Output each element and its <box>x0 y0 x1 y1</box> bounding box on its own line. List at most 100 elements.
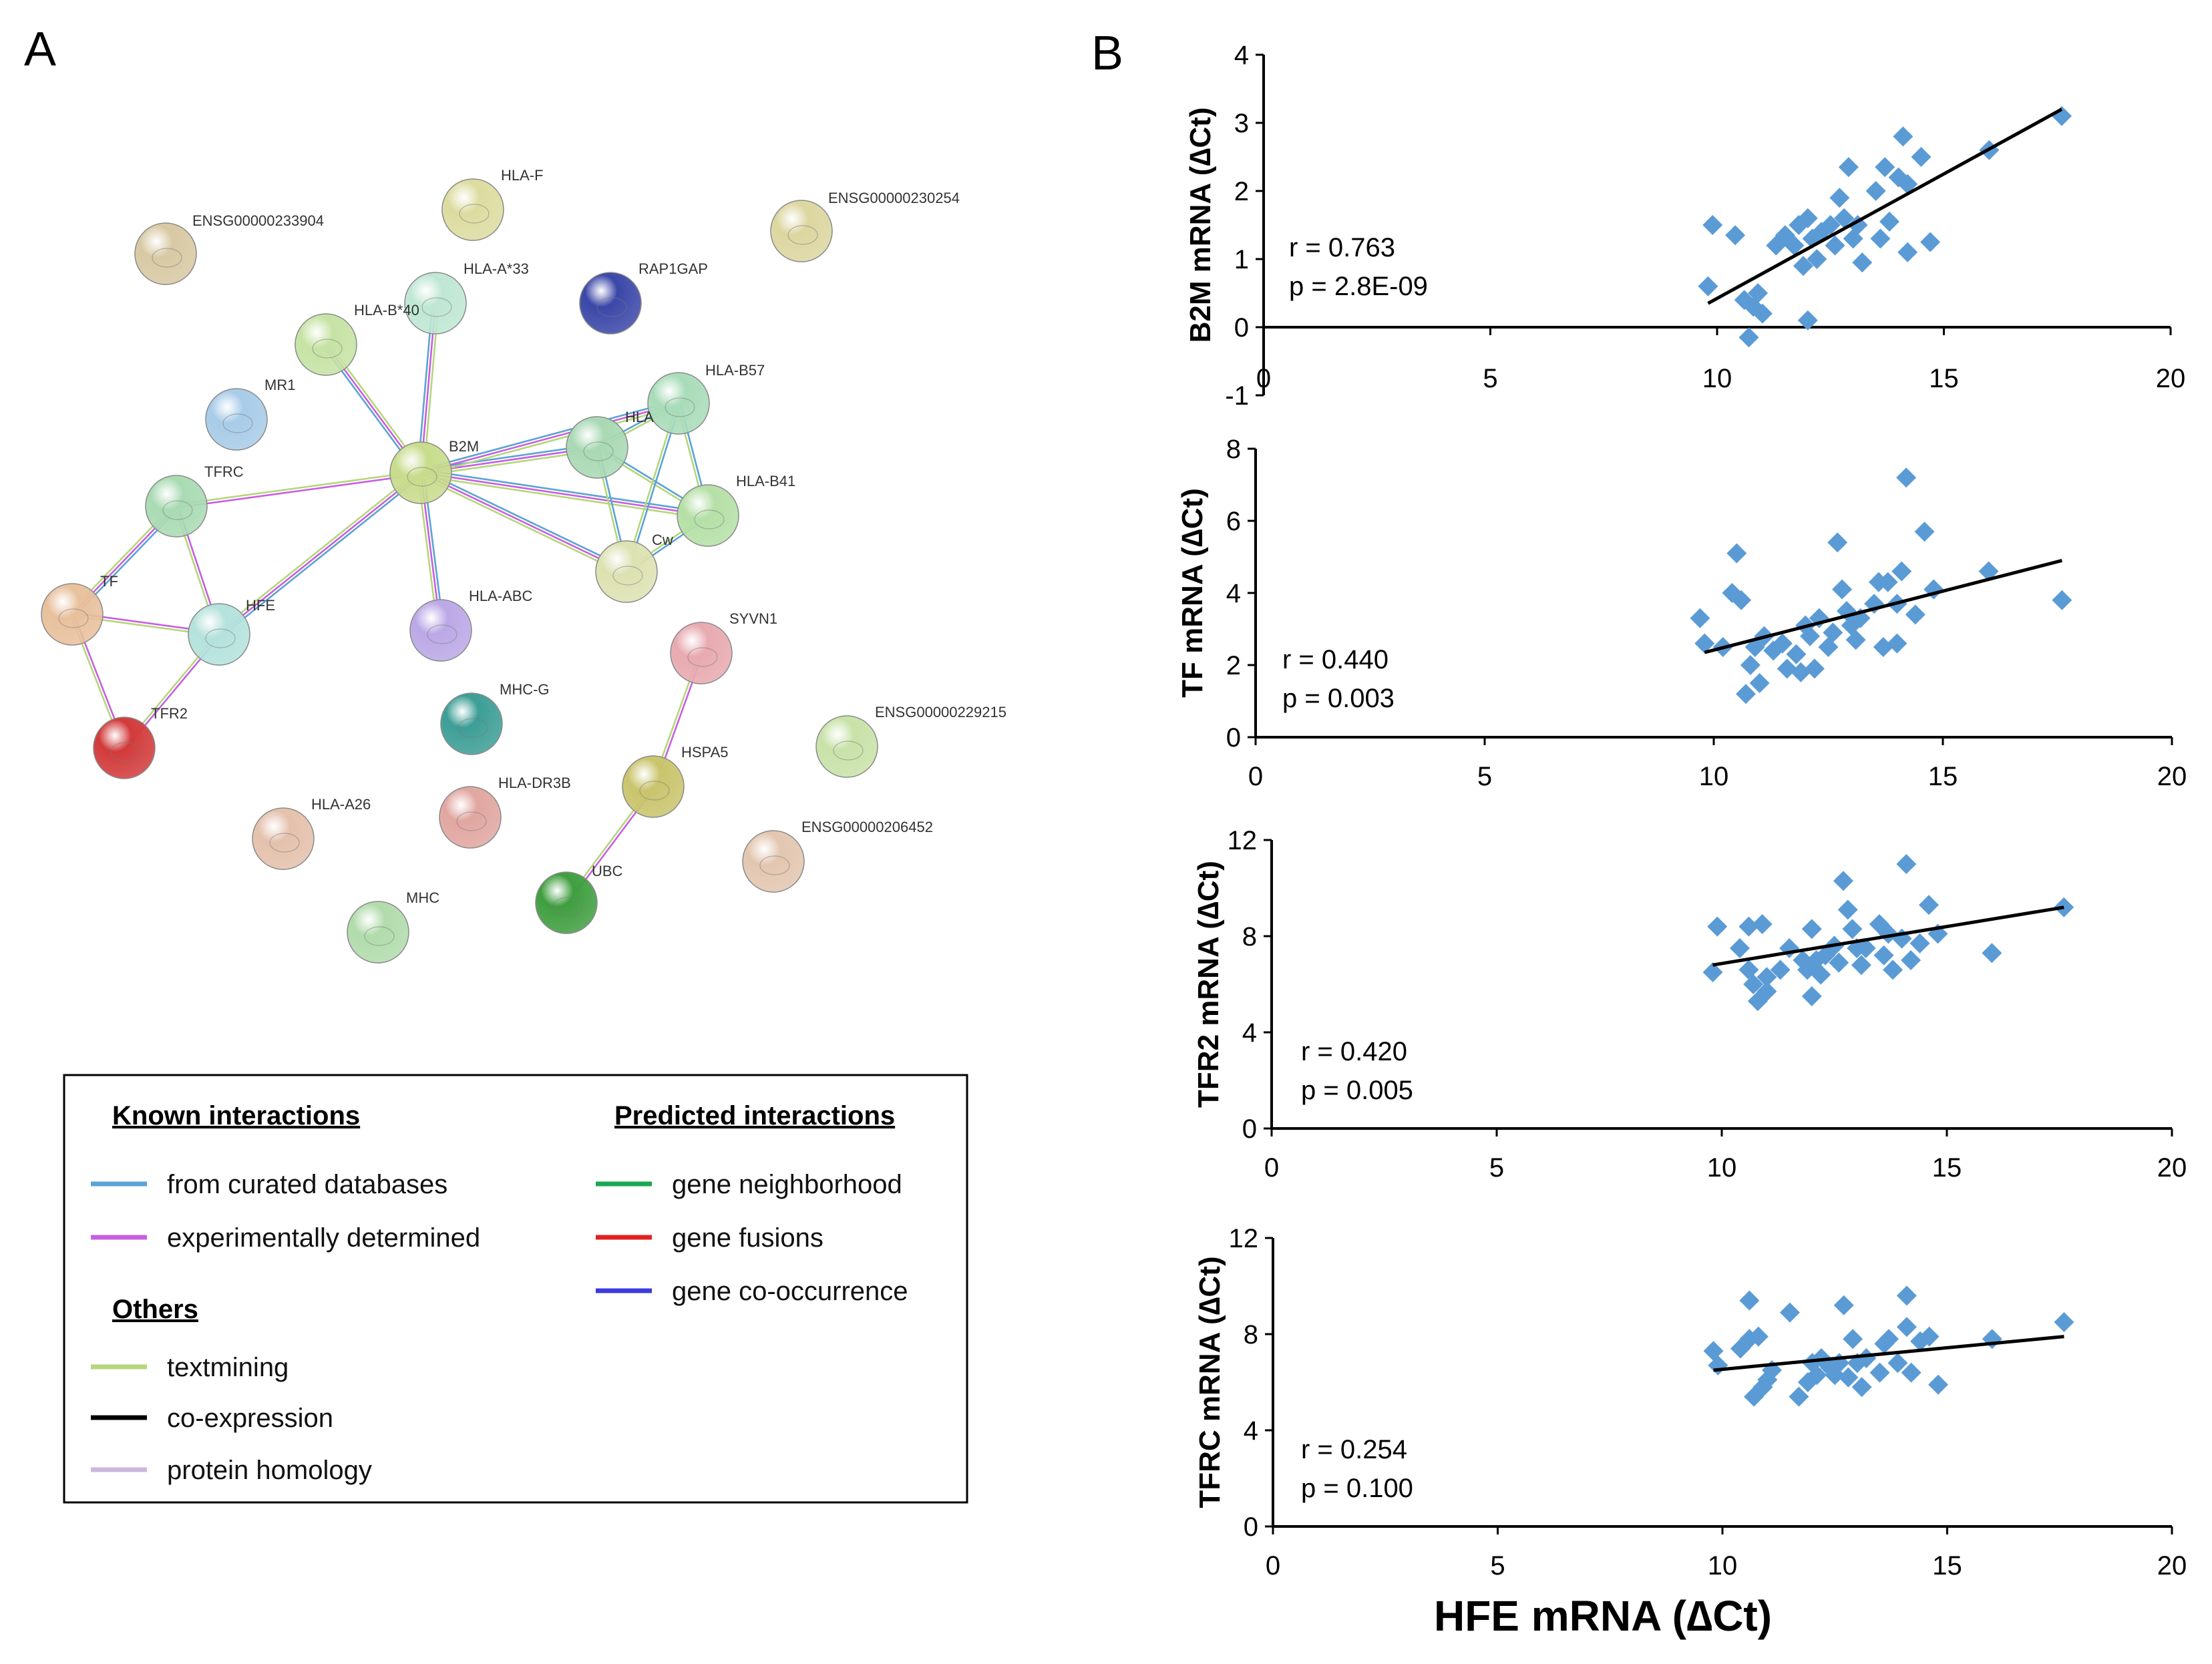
protein-node-sphere <box>670 622 733 684</box>
legend-label: experimentally determined <box>167 1223 480 1253</box>
y-tick-label: 0 <box>1242 1114 1257 1144</box>
protein-node-syvn1[interactable]: SYVN1 <box>670 610 777 684</box>
y-tick-label: 2 <box>1226 651 1241 680</box>
protein-node-hla-abc[interactable]: HLA-ABC <box>409 588 532 662</box>
protein-node-sphere <box>535 871 598 934</box>
x-tick-label: 20 <box>2156 364 2186 393</box>
protein-node-cw[interactable]: Cw <box>595 532 673 603</box>
protein-node-hla-f[interactable]: HLA-F <box>441 167 544 241</box>
legend-predicted-title: Predicted interactions <box>614 1101 895 1130</box>
protein-node-sphere <box>677 484 739 547</box>
protein-structure-glyph <box>759 855 790 875</box>
protein-node-ensg00000230254[interactable]: ENSG00000230254 <box>770 190 960 262</box>
data-point <box>1804 658 1825 679</box>
data-point <box>1837 899 1858 920</box>
protein-node-sphere <box>440 692 503 755</box>
protein-node-hfe[interactable]: HFE <box>188 597 275 666</box>
legend-label: textmining <box>167 1353 289 1382</box>
x-tick-label: 20 <box>2157 762 2187 791</box>
protein-node-ubc[interactable]: UBC <box>535 863 623 934</box>
protein-node-hla-a26[interactable]: HLA-A26 <box>252 796 371 870</box>
protein-node-tf[interactable]: TF <box>41 573 118 646</box>
protein-node-mhc-g[interactable]: MHC-G <box>440 681 550 755</box>
x-tick-label: 5 <box>1483 364 1497 393</box>
data-point <box>1875 157 1895 178</box>
protein-node-mhc[interactable]: MHC <box>347 889 439 964</box>
legend-item-gene-co-occurrence: gene co-occurrence <box>596 1277 908 1306</box>
protein-structure-glyph <box>583 441 614 461</box>
protein-node-hspa5[interactable]: HSPA5 <box>622 744 729 818</box>
protein-node-hla-a-33[interactable]: HLA-A*33 <box>404 260 529 335</box>
data-point <box>1901 950 1921 970</box>
data-point <box>1919 1326 1940 1347</box>
protein-node-ensg00000206452[interactable]: ENSG00000206452 <box>742 819 933 893</box>
protein-node-ensg00000233904[interactable]: ENSG00000233904 <box>134 212 324 285</box>
protein-node-mr1[interactable]: MR1 <box>205 377 295 451</box>
protein-node-label: SYVN1 <box>729 610 777 627</box>
data-point <box>1752 303 1773 324</box>
network-edge-b2m-hfe <box>220 474 423 638</box>
data-point <box>1807 1365 1827 1386</box>
network-edge-b2m-hla-b57 <box>419 399 679 471</box>
legend-item-experimentally-determined: experimentally determined <box>91 1223 480 1253</box>
data-point <box>1694 633 1715 654</box>
data-point <box>1749 673 1770 693</box>
protein-node-tfrc[interactable]: TFRC <box>145 463 244 538</box>
protein-node-label: HLA-F <box>501 167 544 184</box>
protein-node-sphere <box>389 441 452 504</box>
trend-line <box>1712 905 2064 967</box>
y-axis-title: TFR2 mRNA (∆Ct) <box>1192 861 1225 1108</box>
data-point <box>1896 1285 1917 1306</box>
data-point <box>1978 561 1999 582</box>
protein-node-label: ENSG00000233904 <box>192 212 324 229</box>
legend-item-protein-homology: protein homology <box>91 1456 372 1485</box>
protein-node-label: HLA-B*40 <box>354 302 419 319</box>
y-tick-label: -1 <box>1225 381 1249 411</box>
protein-structure-glyph <box>421 297 452 317</box>
scatter-chart-4: 0 4 8 12 0 5 10 15 20 TFRC mRNA (∆Ct) r = 0.254 p =… <box>1193 1224 2187 1581</box>
data-point <box>1779 1302 1800 1323</box>
protein-node-sphere <box>205 388 268 451</box>
network-edge-b2m-hla-b41 <box>421 469 709 513</box>
x-tick-label: 10 <box>1708 1551 1738 1581</box>
protein-node-sphere <box>742 830 805 893</box>
data-point <box>2052 590 2072 610</box>
protein-node-sphere <box>439 786 502 849</box>
y-tick-label: 0 <box>1244 1512 1258 1542</box>
protein-node-sphere <box>145 475 208 538</box>
protein-node-tfr2[interactable]: TFR2 <box>93 705 188 779</box>
legend-label: gene fusions <box>672 1223 823 1253</box>
protein-node-hla-b-40[interactable]: HLA-B*40 <box>295 302 419 376</box>
legend-items: from curated databases experimentally det… <box>91 1170 908 1485</box>
protein-node-hla-b57[interactable]: HLA-B57 <box>647 362 765 435</box>
protein-node-rap1gap[interactable]: RAP1GAP <box>579 260 708 335</box>
protein-structure-glyph <box>457 718 488 738</box>
protein-node-sphere <box>134 222 197 285</box>
data-point <box>1707 916 1728 937</box>
x-tick-label: 5 <box>1490 1551 1505 1581</box>
trend-line <box>1707 108 2063 305</box>
protein-node-hla[interactable]: HLA <box>566 409 654 479</box>
panel-b-label: B <box>1091 27 1123 80</box>
x-tick-label: 20 <box>2157 1551 2187 1581</box>
x-tick-label: 0 <box>1248 762 1263 791</box>
protein-node-label: HLA-DR3B <box>498 775 571 791</box>
network-edge-b2m-cw <box>419 474 626 576</box>
data-point <box>1909 933 1930 954</box>
protein-node-label: MHC <box>406 889 439 906</box>
data-point <box>1852 252 1873 273</box>
data-point <box>1845 630 1866 650</box>
data-point <box>1726 543 1747 564</box>
protein-node-b2m[interactable]: B2M <box>389 438 479 504</box>
protein-structure-glyph <box>665 397 695 417</box>
protein-structure-glyph <box>639 781 670 801</box>
protein-structure-glyph <box>152 248 182 268</box>
data-point <box>1851 1377 1872 1398</box>
protein-node-ensg00000229215[interactable]: ENSG00000229215 <box>815 704 1006 778</box>
protein-node-hla-dr3b[interactable]: HLA-DR3B <box>439 775 571 849</box>
legend-item-textmining: textmining <box>91 1353 289 1382</box>
y-tick-label: 4 <box>1226 579 1241 608</box>
network-edge-b2m-hla-b57 <box>421 405 680 477</box>
r-value: r = 0.420 <box>1301 1037 1407 1066</box>
protein-node-hla-b41[interactable]: HLA-B41 <box>677 473 795 547</box>
